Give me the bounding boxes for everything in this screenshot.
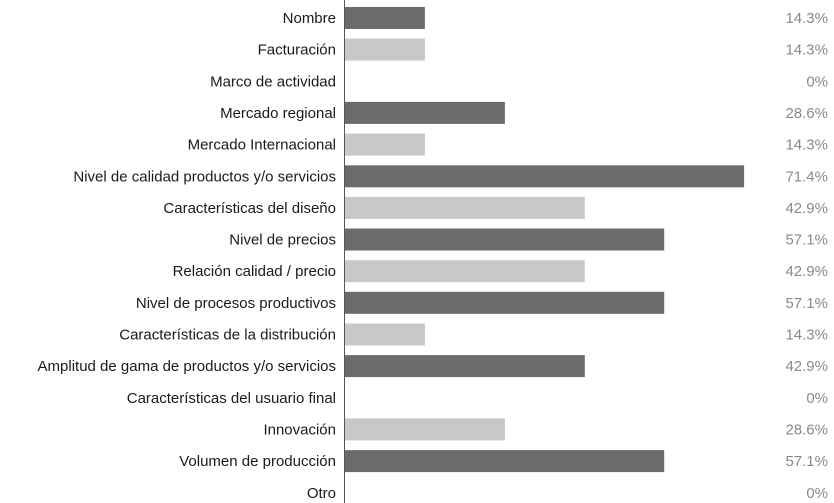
category-label-11: Amplitud de gama de productos y/o servic…: [38, 358, 336, 375]
bar-3: [345, 101, 505, 124]
category-label-3: Mercado regional: [220, 105, 336, 122]
bar-4: [345, 133, 425, 156]
value-labels: 14.3% 14.3% 0% 28.6% 14.3% 71.4% 42.9% 57.1% 42.…: [785, 10, 828, 502]
bar-7: [345, 228, 665, 251]
category-label-14: Volumen de producción: [179, 453, 336, 470]
value-label-6: 42.9%: [785, 200, 828, 217]
bar-0: [345, 7, 425, 29]
value-label-11: 42.9%: [785, 358, 828, 375]
category-label-10: Características de la distribución: [119, 327, 336, 344]
value-label-8: 42.9%: [785, 263, 828, 280]
category-label-9: Nivel de procesos productivos: [136, 295, 336, 312]
value-label-13: 28.6%: [785, 421, 828, 438]
value-label-4: 14.3%: [785, 137, 828, 154]
category-label-8: Relación calidad / precio: [173, 263, 336, 280]
category-label-2: Marco de actividad: [210, 73, 336, 90]
bar-6: [345, 196, 585, 219]
bar-10: [345, 323, 425, 346]
category-label-6: Características del diseño: [163, 200, 336, 217]
value-label-0: 14.3%: [785, 10, 828, 27]
value-label-14: 57.1%: [785, 453, 828, 470]
category-label-1: Facturación: [258, 42, 336, 59]
value-label-3: 28.6%: [785, 105, 828, 122]
value-label-1: 14.3%: [785, 42, 828, 59]
value-label-2: 0%: [806, 73, 828, 90]
bar-8: [345, 260, 585, 283]
value-label-9: 57.1%: [785, 295, 828, 312]
bar-5: [345, 165, 745, 188]
value-label-10: 14.3%: [785, 327, 828, 344]
category-label-13: Innovación: [263, 421, 336, 438]
value-label-15: 0%: [806, 485, 828, 502]
bar-14: [345, 450, 665, 473]
bar-1: [345, 38, 425, 61]
bars-group: [345, 7, 745, 473]
category-label-12: Características del usuario final: [127, 390, 336, 407]
category-label-15: Otro: [307, 485, 336, 502]
bar-11: [345, 355, 585, 378]
category-label-5: Nivel de calidad productos y/o servicios: [73, 168, 336, 185]
value-label-5: 71.4%: [785, 168, 828, 185]
bar-13: [345, 418, 505, 441]
category-label-0: Nombre: [283, 10, 336, 27]
category-label-4: Mercado Internacional: [188, 137, 336, 154]
value-label-12: 0%: [806, 390, 828, 407]
bar-9: [345, 291, 665, 314]
category-label-7: Nivel de precios: [229, 232, 336, 249]
value-label-7: 57.1%: [785, 232, 828, 249]
category-labels: Nombre Facturación Marco de actividad Merca…: [38, 10, 336, 502]
